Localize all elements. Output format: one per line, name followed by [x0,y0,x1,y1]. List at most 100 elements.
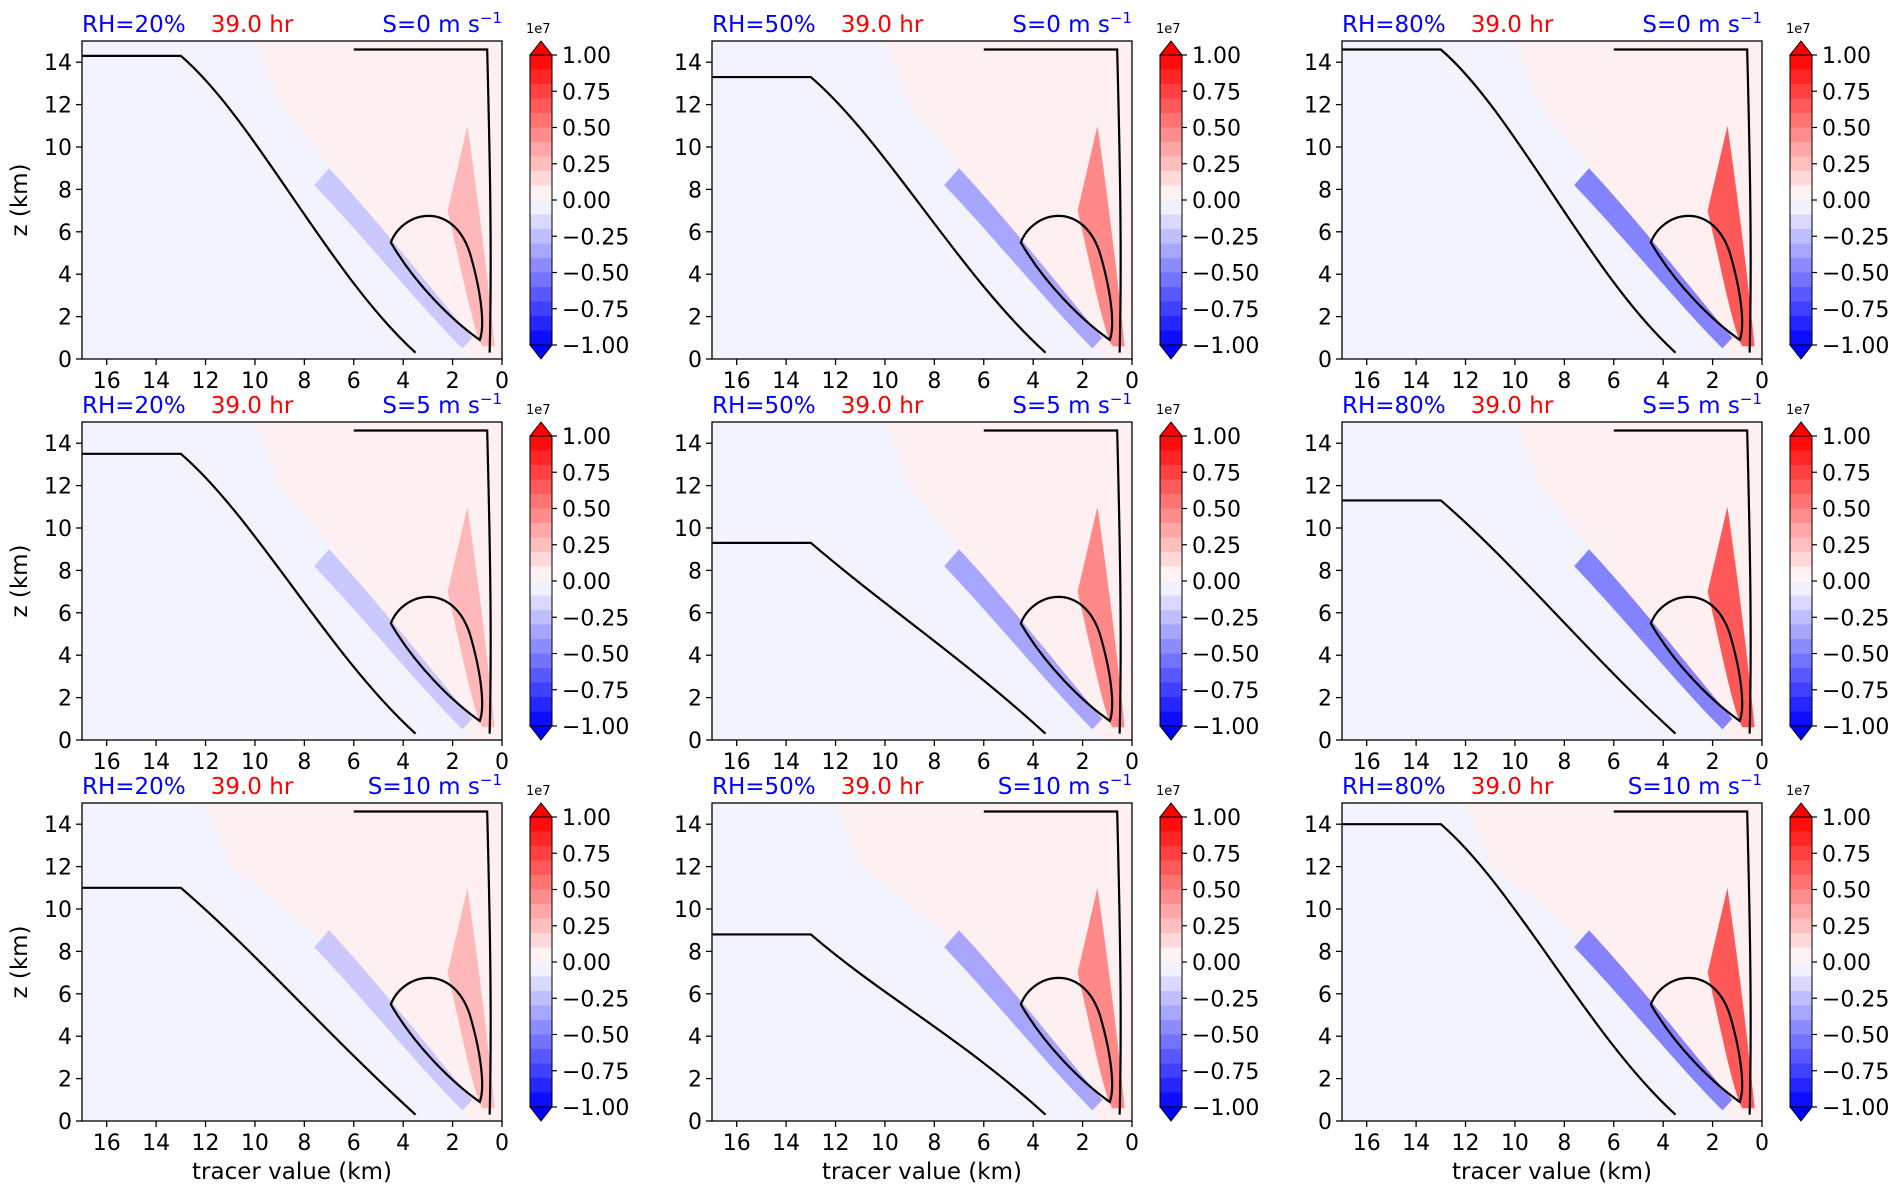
colorbar-exponent: 1e7 [526,784,551,799]
x-tick-label: 10 [871,750,899,775]
title-time: 39.0 hr [841,774,924,800]
y-tick-label: 4 [688,644,702,669]
axes-frame [81,421,503,741]
colorbar-bin [1160,682,1182,698]
title-rh: RH=50% [712,774,816,800]
x-tick-label: 0 [1755,750,1769,775]
field-layer [712,41,1132,359]
x-tick-label: 8 [297,369,311,394]
x-tick-label: 4 [1656,369,1670,394]
colorbar-tick-label: 0.25 [1822,534,1871,559]
x-tick-label: 2 [1076,750,1090,775]
x-tick-label: 4 [396,750,410,775]
colorbar-exponent: 1e7 [1786,403,1811,418]
colorbar-bin [1160,1020,1182,1035]
x-tick-label: 6 [977,750,991,775]
y-tick-label: 12 [674,856,702,881]
colorbar-tick-label: −0.25 [1822,606,1889,631]
x-tick-label: 2 [1706,750,1720,775]
colorbar-bin [1790,1092,1812,1108]
colorbar-extend-min [1158,344,1184,360]
y-tick-label: 14 [1304,813,1332,838]
title-rh: RH=80% [1342,12,1446,38]
x-tick-label: 16 [93,1131,121,1156]
title-rh: RH=50% [712,12,816,38]
x-tick-label: 2 [1706,369,1720,394]
colorbar-bin [1790,214,1812,230]
colorbar-bin [1160,185,1182,201]
x-tick-label: 10 [241,369,269,394]
colorbar-bin [1160,494,1182,509]
positive-field [884,41,1132,359]
colorbar-tick-label: 0.25 [562,915,611,940]
title-time: 39.0 hr [841,393,924,419]
colorbar-bin [1790,185,1812,201]
colorbar-tick-label: 0.25 [1192,153,1241,178]
colorbar-bin [1160,653,1182,669]
x-tick-label: 14 [772,1131,800,1156]
colorbar-tick-label: 1.00 [1192,425,1241,450]
y-tick-label: 12 [674,475,702,500]
x-tick-label: 10 [871,1131,899,1156]
x-tick-label: 4 [1026,750,1040,775]
colorbar-bin [530,653,552,669]
colorbar-extend-min [1158,1106,1184,1122]
x-axis-label: tracer value (km) [822,1159,1022,1185]
contour-inner [1019,214,1114,342]
axes-frame [711,421,1133,741]
colorbar-tick-label: 0.75 [562,461,611,486]
x-tick-label: 8 [927,750,941,775]
colorbar-bin [1790,624,1812,640]
y-tick-label: 6 [58,221,72,246]
panel-2-2: 16 14 12 10 8 6 4 2 0 0 2 4 6 8 10 12 14 tracer value (km… [1304,771,1889,1185]
colorbar-tick-label: −0.75 [1822,298,1889,323]
colorbar-tick-label: 0.75 [1822,80,1871,105]
colorbar-extend-max [1788,421,1814,437]
colorbar-bin [530,889,552,905]
negative-band [944,930,1103,1111]
positive-core [1077,887,1125,1109]
colorbar-bin [1160,142,1182,157]
colorbar-bin [1160,258,1182,273]
colorbar-bin [1790,846,1812,861]
panel-1-2: 16 14 12 10 8 6 4 2 0 0 2 4 6 8 10 12 14 RH=80% 39.0 hr S=5… [1304,390,1889,775]
y-tick-label: 10 [674,517,702,542]
colorbar-bin [1790,127,1812,143]
colorbar-tick-label: −0.50 [1192,643,1259,668]
x-tick-label: 14 [1402,369,1430,394]
colorbar-tick-label: 0.25 [562,534,611,559]
y-tick-label: 2 [1318,306,1332,331]
colorbar-bin [1790,450,1812,466]
colorbar-extend-min [528,344,554,360]
positive-core [447,887,495,1109]
colorbar-tick-label: 1.00 [1822,425,1871,450]
title-shear: S=10 m s−1 [1628,771,1762,800]
colorbar-bin [1160,537,1182,553]
colorbar-tick-label: 0.25 [1822,915,1871,940]
panel-1-1: 16 14 12 10 8 6 4 2 0 0 2 4 6 8 10 12 14 RH=50% 39.0 hr S=5… [674,390,1259,775]
field-layer [1342,422,1762,740]
colorbar-bin [530,450,552,466]
colorbar-bin [530,1063,552,1079]
colorbar-bin [1790,113,1812,128]
x-tick-label: 12 [822,1131,850,1156]
y-tick-label: 8 [1318,940,1332,965]
x-tick-label: 8 [297,1131,311,1156]
title-time: 39.0 hr [211,393,294,419]
x-tick-label: 8 [1557,1131,1571,1156]
colorbar-bin [1160,156,1182,172]
title-time: 39.0 hr [211,774,294,800]
y-tick-label: 8 [688,940,702,965]
colorbar-bin [1160,904,1182,919]
colorbar-bin [1790,494,1812,509]
colorbar-bin [1790,243,1812,259]
positive-field [1514,41,1762,359]
y-tick-label: 0 [58,348,72,373]
colorbar-tick-label: 0.75 [1192,842,1241,867]
colorbar-bin [1790,668,1812,683]
colorbar-bin [530,875,552,890]
x-tick-label: 10 [1501,369,1529,394]
panel-0-1: 16 14 12 10 8 6 4 2 0 0 2 4 6 8 10 12 14 RH=50% 39.0 hr S=0… [674,9,1259,394]
colorbar-bin [1790,1034,1812,1050]
